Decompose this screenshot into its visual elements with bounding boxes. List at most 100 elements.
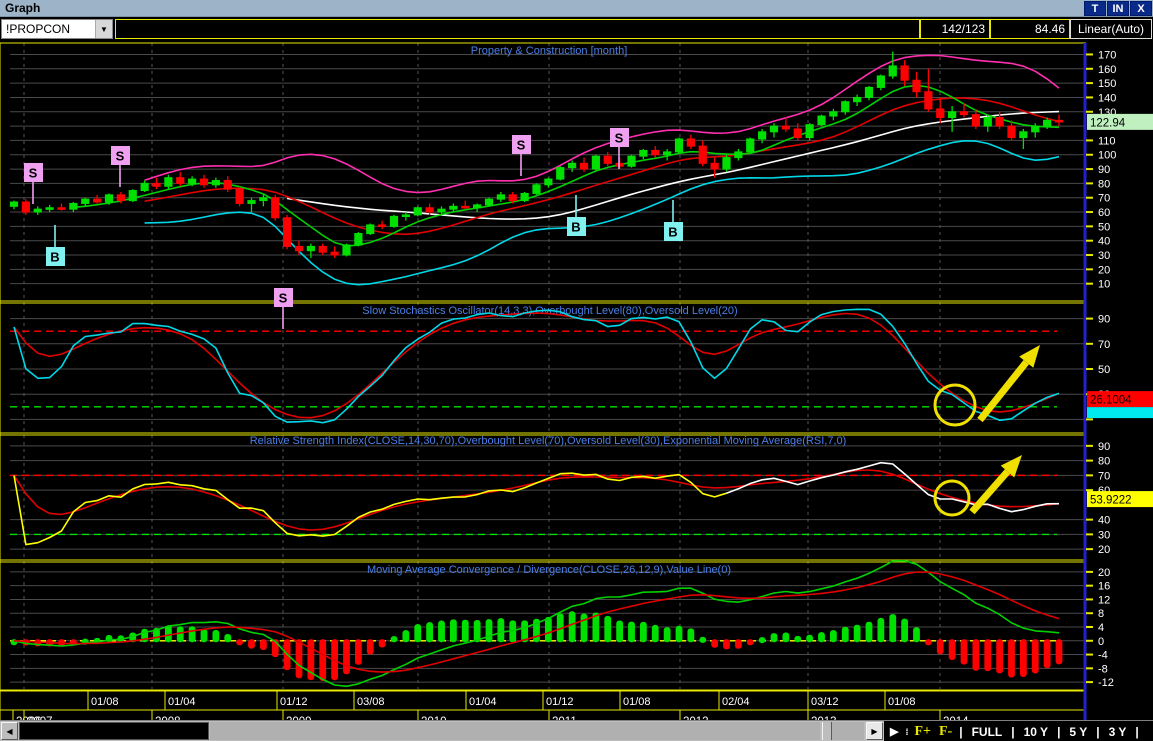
separator: |	[1011, 724, 1015, 739]
stochastics-d-line	[13, 312, 1060, 419]
separator: |	[1057, 724, 1061, 739]
chart-gridlines	[10, 43, 1085, 689]
price-pane-title: Property & Construction [month]	[471, 45, 628, 57]
toolbar-info-field[interactable]	[115, 19, 920, 39]
stochastics-k-line	[13, 308, 1060, 424]
range-full-button[interactable]: FULL	[971, 724, 1003, 739]
axis-tick-label: 12	[1098, 594, 1110, 606]
axis-tick-label: 10	[1098, 279, 1110, 291]
x-axis-year-label: 2014	[943, 716, 969, 720]
x-axis-month-label: 01/08	[888, 696, 916, 708]
price-value-field[interactable]: 84.46	[990, 19, 1070, 39]
x-axis-year-label: 2006	[16, 716, 42, 720]
axis-tick-label: 70	[1098, 339, 1110, 351]
rsi-series	[13, 461, 1060, 546]
axis-tick-label: 50	[1098, 364, 1110, 376]
x-axis-month-label: 03/08	[357, 696, 385, 708]
scale-mode-button[interactable]: Linear(Auto)	[1070, 19, 1152, 39]
scroll-left-icon[interactable]: ◀	[1, 722, 18, 740]
axis-tick-label: 16	[1098, 581, 1110, 593]
horizontal-scrollbar-track[interactable]	[210, 722, 820, 740]
bar-ratio-field[interactable]: 142/123	[920, 19, 990, 39]
pane-titles: Property & Construction [month]Slow Stoc…	[250, 45, 847, 576]
scroll-right-icon[interactable]: ▶	[866, 722, 883, 740]
chart-graphics[interactable]: Property & Construction [month]Slow Stoc…	[0, 41, 1153, 720]
macd-line	[13, 559, 1060, 688]
font-decrease-button[interactable]: F-	[939, 723, 953, 739]
axis-tick-label: 40	[1098, 515, 1110, 527]
svg-text:53.9222: 53.9222	[1090, 495, 1132, 507]
x-axis-month-label: 01/04	[168, 696, 196, 708]
sell-marker[interactable]: S	[610, 128, 629, 147]
axis-tick-label: 140	[1098, 92, 1116, 104]
buy-marker[interactable]: B	[664, 222, 683, 241]
font-increase-button[interactable]: F+	[914, 723, 931, 739]
range-10y-button[interactable]: 10 Y	[1023, 724, 1049, 739]
drag-grip-icon[interactable]	[822, 722, 832, 740]
axis-tick-label: 100	[1098, 150, 1116, 162]
rsi-up-arrow-head	[1000, 455, 1022, 478]
svg-text:122.94: 122.94	[1090, 117, 1126, 129]
x-axis-month-label: 01/04	[469, 696, 497, 708]
bottom-toolbar: ◀ ▶ ▶ ⁞ F+ F- | FULL | 10 Y | 5 Y | 3 Y …	[0, 720, 1153, 741]
insert-button[interactable]: IN	[1107, 1, 1129, 16]
window-button-group: T IN X	[1084, 1, 1152, 16]
range-5y-button[interactable]: 5 Y	[1069, 724, 1088, 739]
macd-pane-title: Moving Average Convergence / Divergence(…	[367, 564, 731, 576]
stochastics-up-arrow-head	[1019, 345, 1040, 368]
x-axis-year-label: 2009	[286, 716, 312, 720]
x-axis-year-label: 2011	[552, 716, 577, 720]
menu-dots-icon[interactable]: ⁞	[905, 726, 908, 737]
sell-marker[interactable]: S	[274, 288, 293, 307]
play-icon[interactable]: ▶	[890, 726, 899, 738]
separator: |	[1135, 724, 1139, 739]
chevron-down-icon[interactable]: ▼	[95, 20, 112, 38]
axis-tick-label: 20	[1098, 567, 1110, 579]
sell-marker[interactable]: S	[111, 146, 130, 165]
symbol-dropdown[interactable]: !PROPCON ▼	[1, 19, 113, 39]
axis-tick-label: 20	[1098, 264, 1110, 276]
symbol-value: !PROPCON	[6, 22, 71, 36]
close-button[interactable]: X	[1130, 1, 1152, 16]
rsi-line	[13, 472, 727, 546]
bollinger-upper-line	[144, 54, 1060, 194]
svg-text:S: S	[615, 131, 624, 146]
stochastics-crossover-circle	[933, 383, 977, 427]
chart-canvas[interactable]: Property & Construction [month] Slow Stoc…	[0, 41, 1153, 720]
tool-button[interactable]: T	[1084, 1, 1106, 16]
macd-lines	[13, 559, 1060, 688]
axis-tick-label: 60	[1098, 207, 1110, 219]
chart-toolbar: !PROPCON ▼ 142/123 84.46 Linear(Auto)	[0, 17, 1153, 41]
axis-tick-label: 110	[1098, 135, 1116, 147]
svg-text:S: S	[279, 291, 288, 306]
axis-tick-label: 4	[1098, 622, 1104, 634]
moving-average-medium-line	[144, 97, 1060, 236]
x-axis[interactable]: 01/08 01/04 01/12 03/08 01/04 01/12 01/08 02/04…	[0, 690, 1087, 720]
buy-marker[interactable]: B	[567, 217, 586, 236]
axis-tick-label: 8	[1098, 608, 1104, 620]
x-axis-month-label: 01/12	[280, 696, 308, 708]
rsi-crossover-circle	[933, 479, 971, 517]
separator: |	[959, 724, 963, 739]
sell-marker[interactable]: S	[512, 135, 531, 154]
axis-tick-label: 80	[1098, 178, 1110, 190]
svg-text:B: B	[571, 220, 580, 235]
rsi-line-recent	[726, 461, 1060, 513]
axis-tick-label: 90	[1098, 164, 1110, 176]
svg-text:S: S	[517, 138, 526, 153]
x-axis-month-label: 02/04	[722, 696, 750, 708]
trade-markers[interactable]: S B S S S B S B	[24, 128, 683, 329]
candlestick-series[interactable]	[9, 51, 1064, 258]
range-3y-button[interactable]: 3 Y	[1108, 724, 1127, 739]
buy-marker[interactable]: B	[46, 247, 65, 266]
stochastics-up-arrow-shaft	[977, 359, 1029, 423]
axis-tick-label: 90	[1098, 441, 1110, 453]
sell-marker[interactable]: S	[24, 163, 43, 182]
price-current-value-label: 122.94	[1087, 113, 1153, 130]
scrollbar-filler	[832, 722, 864, 740]
svg-text:26.1004: 26.1004	[1090, 395, 1132, 407]
horizontal-scrollbar-thumb[interactable]	[19, 722, 209, 740]
axis-tick-label: 170	[1098, 49, 1116, 61]
axis-tick-label: 30	[1098, 529, 1110, 541]
